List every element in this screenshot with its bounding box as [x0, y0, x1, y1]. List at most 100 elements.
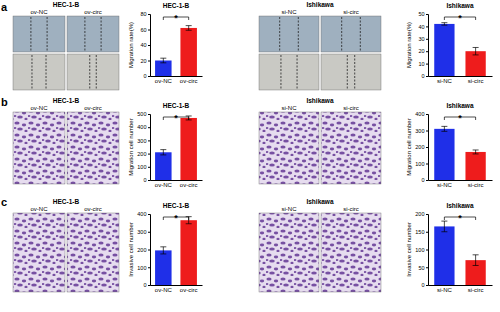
significance-mark: *	[458, 13, 462, 23]
y-tick-mark	[426, 76, 428, 77]
y-tick: 0	[143, 177, 150, 183]
error-cap	[473, 265, 479, 266]
x-tick: si-circ	[468, 76, 484, 84]
plot-area	[434, 126, 486, 180]
error-bar	[160, 150, 166, 155]
y-tick-label: 200	[137, 151, 146, 157]
significance-mark: *	[174, 13, 178, 23]
x-axis-line	[429, 285, 493, 286]
y-tick: 100	[137, 164, 150, 170]
y-tick-label: 500	[137, 111, 146, 117]
wound-edge	[347, 55, 348, 89]
y-tick-mark	[148, 285, 150, 286]
y-tick-label: 300	[415, 128, 424, 134]
x-tick: si-NC	[437, 180, 453, 188]
y-tick: 200	[137, 247, 150, 253]
micrograph	[321, 112, 381, 184]
image-group: HEC-1-Bov-NCov-circ	[13, 97, 119, 184]
y-tick-label: 0	[421, 282, 424, 288]
panel-label: c	[1, 196, 7, 208]
x-tick-label: si-circ	[468, 78, 484, 84]
image-group: Ishikawasi-NCsi-circ	[259, 97, 381, 184]
micrograph	[321, 213, 381, 292]
micrograph	[259, 213, 319, 292]
error-cap	[160, 62, 166, 63]
x-axis: si-NCsi-circ	[429, 76, 493, 84]
y-tick: 60	[140, 27, 150, 33]
image-group: HEC-1-Bov-NCov-circ	[13, 1, 119, 90]
wound-edge	[46, 55, 47, 89]
condition-label: si-NC	[282, 9, 298, 15]
error-stem	[475, 150, 476, 154]
y-axis-title: Invasive cell number	[406, 222, 412, 277]
bar	[180, 28, 196, 76]
y-tick-label: 100	[415, 161, 424, 167]
x-tick-label: ov-NC	[155, 78, 173, 84]
error-cap	[441, 25, 447, 26]
chart-title: HEC-1-B	[163, 2, 190, 9]
chart-title: Ishikawa	[446, 2, 473, 9]
y-tick-label: 0	[143, 282, 146, 288]
y-tick: 100	[137, 265, 150, 271]
significance-mark: *	[458, 213, 462, 223]
wound-edge	[96, 55, 97, 89]
y-tick: 200	[415, 211, 428, 217]
condition-label: ov-NC	[30, 9, 48, 15]
plot-area	[155, 217, 197, 285]
bar-chart: Ishikawa01020304050Migration rate(%)si-N…	[406, 2, 493, 84]
condition-label: si-circ	[343, 206, 359, 212]
y-tick: 150	[415, 229, 428, 235]
y-tick-label: 0	[143, 177, 146, 183]
y-tick-mark	[426, 131, 428, 132]
micrograph	[259, 54, 319, 90]
significance-mark: *	[174, 113, 178, 123]
y-tick-mark	[148, 167, 150, 168]
error-cap	[441, 126, 447, 127]
bar	[465, 152, 485, 180]
image-group: Ishikawasi-NCsi-circ	[259, 1, 381, 90]
wound-edge	[89, 55, 90, 89]
y-tick: 50	[418, 265, 428, 271]
bar	[434, 226, 454, 285]
y-tick-mark	[148, 45, 150, 46]
y-tick-label: 100	[415, 247, 424, 253]
bar	[180, 220, 196, 285]
y-tick: 400	[137, 124, 150, 130]
y-tick-label: 30	[418, 36, 424, 42]
x-tick: ov-circ	[180, 180, 198, 188]
condition-label: ov-NC	[30, 105, 48, 111]
y-tick: 200	[415, 144, 428, 150]
error-cap	[160, 149, 166, 150]
wound-edge	[298, 17, 299, 51]
y-axis-line	[426, 115, 429, 181]
significance-mark: *	[174, 213, 178, 223]
y-tick-mark	[426, 26, 428, 27]
error-bar	[160, 58, 166, 63]
significance-mark: *	[458, 113, 462, 123]
y-axis-line	[426, 215, 429, 286]
y-tick-mark	[426, 164, 428, 165]
micrograph	[13, 16, 65, 52]
x-tick-label: si-circ	[468, 182, 484, 188]
chart-title: HEC-1-B	[163, 102, 190, 109]
y-tick-mark	[148, 140, 150, 141]
y-tick: 200	[137, 151, 150, 157]
chart-title: Ishikawa	[446, 102, 473, 109]
bar-chart: HEC-1-B020406080Migration rate(%)ov-NCov…	[128, 2, 203, 84]
micrograph	[321, 54, 381, 90]
error-bar	[441, 23, 447, 25]
x-tick: si-circ	[468, 285, 484, 293]
x-axis-line	[151, 76, 203, 77]
x-axis: si-NC si-circ	[429, 180, 493, 188]
y-tick-label: 100	[137, 164, 146, 170]
y-tick-label: 20	[418, 48, 424, 54]
error-stem	[444, 221, 445, 232]
y-tick-mark	[148, 14, 150, 15]
y-tick-mark	[426, 180, 428, 181]
y-tick-mark	[148, 250, 150, 251]
y-tick: 300	[415, 128, 428, 134]
error-cap	[441, 231, 447, 232]
error-cap	[186, 25, 192, 26]
wound-edge	[280, 55, 281, 89]
error-stem	[163, 58, 164, 63]
